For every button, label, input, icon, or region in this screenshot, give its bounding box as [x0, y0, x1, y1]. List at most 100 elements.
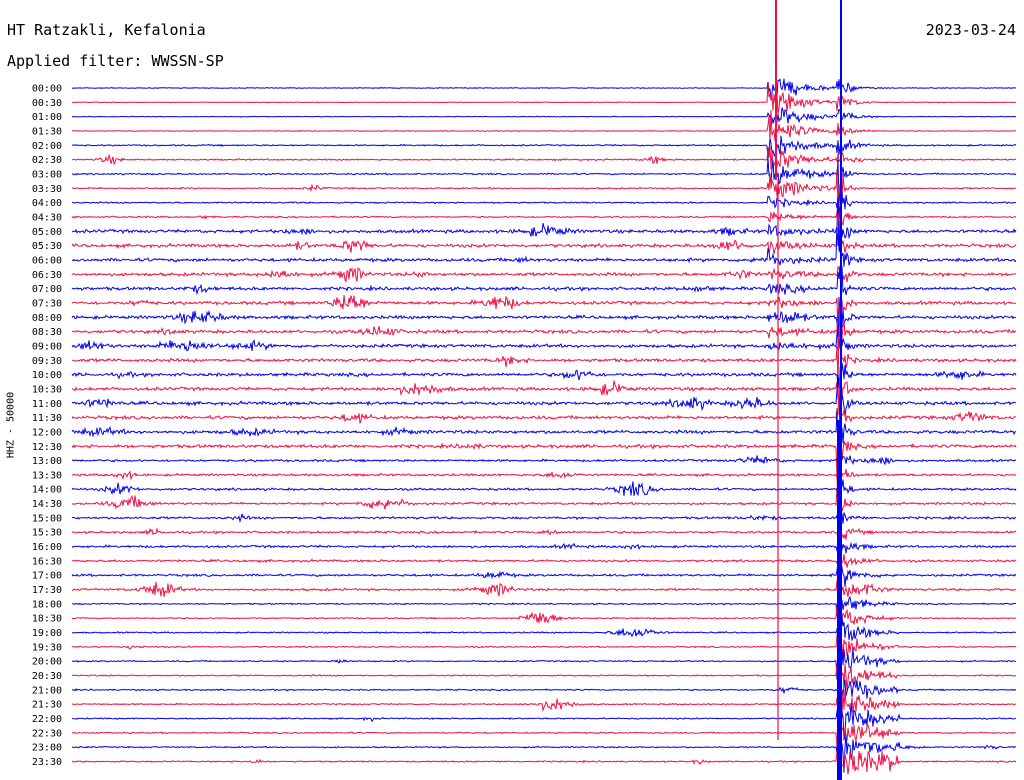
tick-label-1600: 16:00	[32, 542, 62, 553]
tick-label-0330: 03:30	[32, 184, 62, 195]
trace-row-2030	[71, 663, 1017, 691]
trace-row-1700	[71, 561, 1017, 587]
tick-label-1430: 14:30	[32, 499, 62, 510]
trace-row-0530	[71, 213, 1017, 254]
tick-label-0430: 04:30	[32, 212, 62, 223]
trace-row-2330	[71, 750, 1017, 778]
trace-row-2000	[71, 648, 1017, 680]
trace-row-2130	[71, 689, 1017, 719]
tick-label-0830: 08:30	[32, 327, 62, 338]
tick-label-2330: 23:30	[32, 757, 62, 768]
tick-label-group: 00:00 00:30 01:00 01:30 02:00 02:30 03:00 03:30…	[32, 84, 62, 769]
trace-row-1230	[71, 431, 1017, 478]
trace-row-1200	[71, 411, 1017, 445]
trace-row-0000	[71, 78, 1017, 101]
tick-label-1300: 13:00	[32, 456, 62, 467]
trace-row-1930	[71, 634, 1017, 657]
trace-row-0230	[71, 146, 1017, 170]
trace-row-0730	[71, 294, 1017, 351]
trace-row-1600	[71, 541, 1017, 555]
tick-label-0900: 09:00	[32, 341, 62, 352]
tick-label-2130: 21:30	[32, 700, 62, 711]
trace-row-1530	[71, 522, 1017, 542]
trace-row-0830	[71, 305, 1017, 340]
tick-label-1930: 19:30	[32, 642, 62, 653]
tick-label-1330: 13:30	[32, 470, 62, 481]
trace-group	[71, 0, 1017, 780]
trace-row-2300	[71, 729, 1017, 773]
trace-row-1830	[71, 604, 1017, 625]
tick-label-0630: 06:30	[32, 270, 62, 281]
tick-label-2300: 23:00	[32, 743, 62, 754]
trace-row-1030	[71, 367, 1017, 400]
tick-label-2100: 21:00	[32, 685, 62, 696]
tick-label-1400: 14:00	[32, 485, 62, 496]
tick-label-0700: 07:00	[32, 284, 62, 295]
trace-row-1400	[71, 479, 1017, 512]
trace-row-0600	[71, 227, 1017, 267]
trace-row-0030	[72, 83, 1017, 115]
tick-label-1130: 11:30	[32, 413, 62, 424]
tick-label-0530: 05:30	[32, 241, 62, 252]
filter-label: Applied filter: WWSSN-SP	[7, 52, 224, 70]
trace-row-1630	[71, 549, 1017, 568]
trace-row-1800	[71, 595, 1017, 616]
tick-label-0600: 06:00	[32, 255, 62, 266]
trace-row-1100	[71, 374, 1017, 432]
trace-row-0930	[71, 331, 1017, 385]
tick-label-0300: 03:00	[32, 169, 62, 180]
trace-row-0130	[71, 109, 1016, 142]
tick-label-0130: 01:30	[32, 126, 62, 137]
tick-label-2000: 20:00	[32, 657, 62, 668]
trace-row-0700	[71, 265, 1017, 302]
tick-label-1500: 15:00	[32, 513, 62, 524]
tick-label-0800: 08:00	[32, 313, 62, 324]
trace-row-0330	[71, 168, 1017, 212]
trace-row-0500	[71, 196, 1017, 251]
tick-label-1730: 17:30	[32, 585, 62, 596]
trace-row-1330	[71, 466, 1017, 501]
trace-row-0800	[71, 297, 1017, 338]
trace-row-1900	[71, 616, 1017, 642]
trace-row-2100	[71, 679, 1017, 699]
tick-label-1800: 18:00	[32, 599, 62, 610]
tick-label-0930: 09:30	[32, 356, 62, 367]
trace-row-0100	[71, 107, 1017, 131]
tick-label-1030: 10:30	[32, 384, 62, 395]
tick-label-0500: 05:00	[32, 227, 62, 238]
trace-row-0430	[71, 200, 1017, 231]
trace-row-2230	[71, 717, 1016, 750]
tick-label-1630: 16:30	[32, 556, 62, 567]
trace-row-1130	[71, 384, 1017, 424]
tick-label-0730: 07:30	[32, 298, 62, 309]
tick-label-1830: 18:30	[32, 614, 62, 625]
trace-row-0200	[71, 135, 1017, 158]
trace-row-2200	[71, 703, 1017, 741]
tick-label-1530: 15:30	[32, 528, 62, 539]
trace-row-1300	[71, 454, 1017, 470]
date-label: 2023-03-24	[925, 21, 1016, 39]
tick-label-0000: 00:00	[32, 84, 62, 95]
tick-label-0200: 02:00	[32, 141, 62, 152]
tick-label-1700: 17:00	[32, 571, 62, 582]
station-title: HT Ratzakli, Kefalonia	[7, 21, 206, 39]
tick-label-1200: 12:00	[32, 427, 62, 438]
trace-row-1500	[71, 512, 1017, 528]
tick-label-2200: 22:00	[32, 714, 62, 725]
trace-row-0900	[71, 327, 1017, 352]
trace-row-1000	[71, 362, 1017, 391]
trace-row-1730	[71, 580, 1016, 598]
tick-label-0100: 01:00	[32, 112, 62, 123]
tick-label-0230: 02:30	[32, 155, 62, 166]
tick-label-2230: 22:30	[32, 728, 62, 739]
tick-label-2030: 20:30	[32, 671, 62, 682]
trace-row-1430	[71, 487, 1016, 512]
tick-label-0030: 00:30	[32, 98, 62, 109]
trace-row-0300	[71, 158, 1017, 204]
tick-label-1100: 11:00	[32, 399, 62, 410]
tick-label-1230: 12:30	[32, 442, 62, 453]
trace-row-0400	[71, 191, 1017, 219]
tick-label-1000: 10:00	[32, 370, 62, 381]
tick-label-0400: 04:00	[32, 198, 62, 209]
